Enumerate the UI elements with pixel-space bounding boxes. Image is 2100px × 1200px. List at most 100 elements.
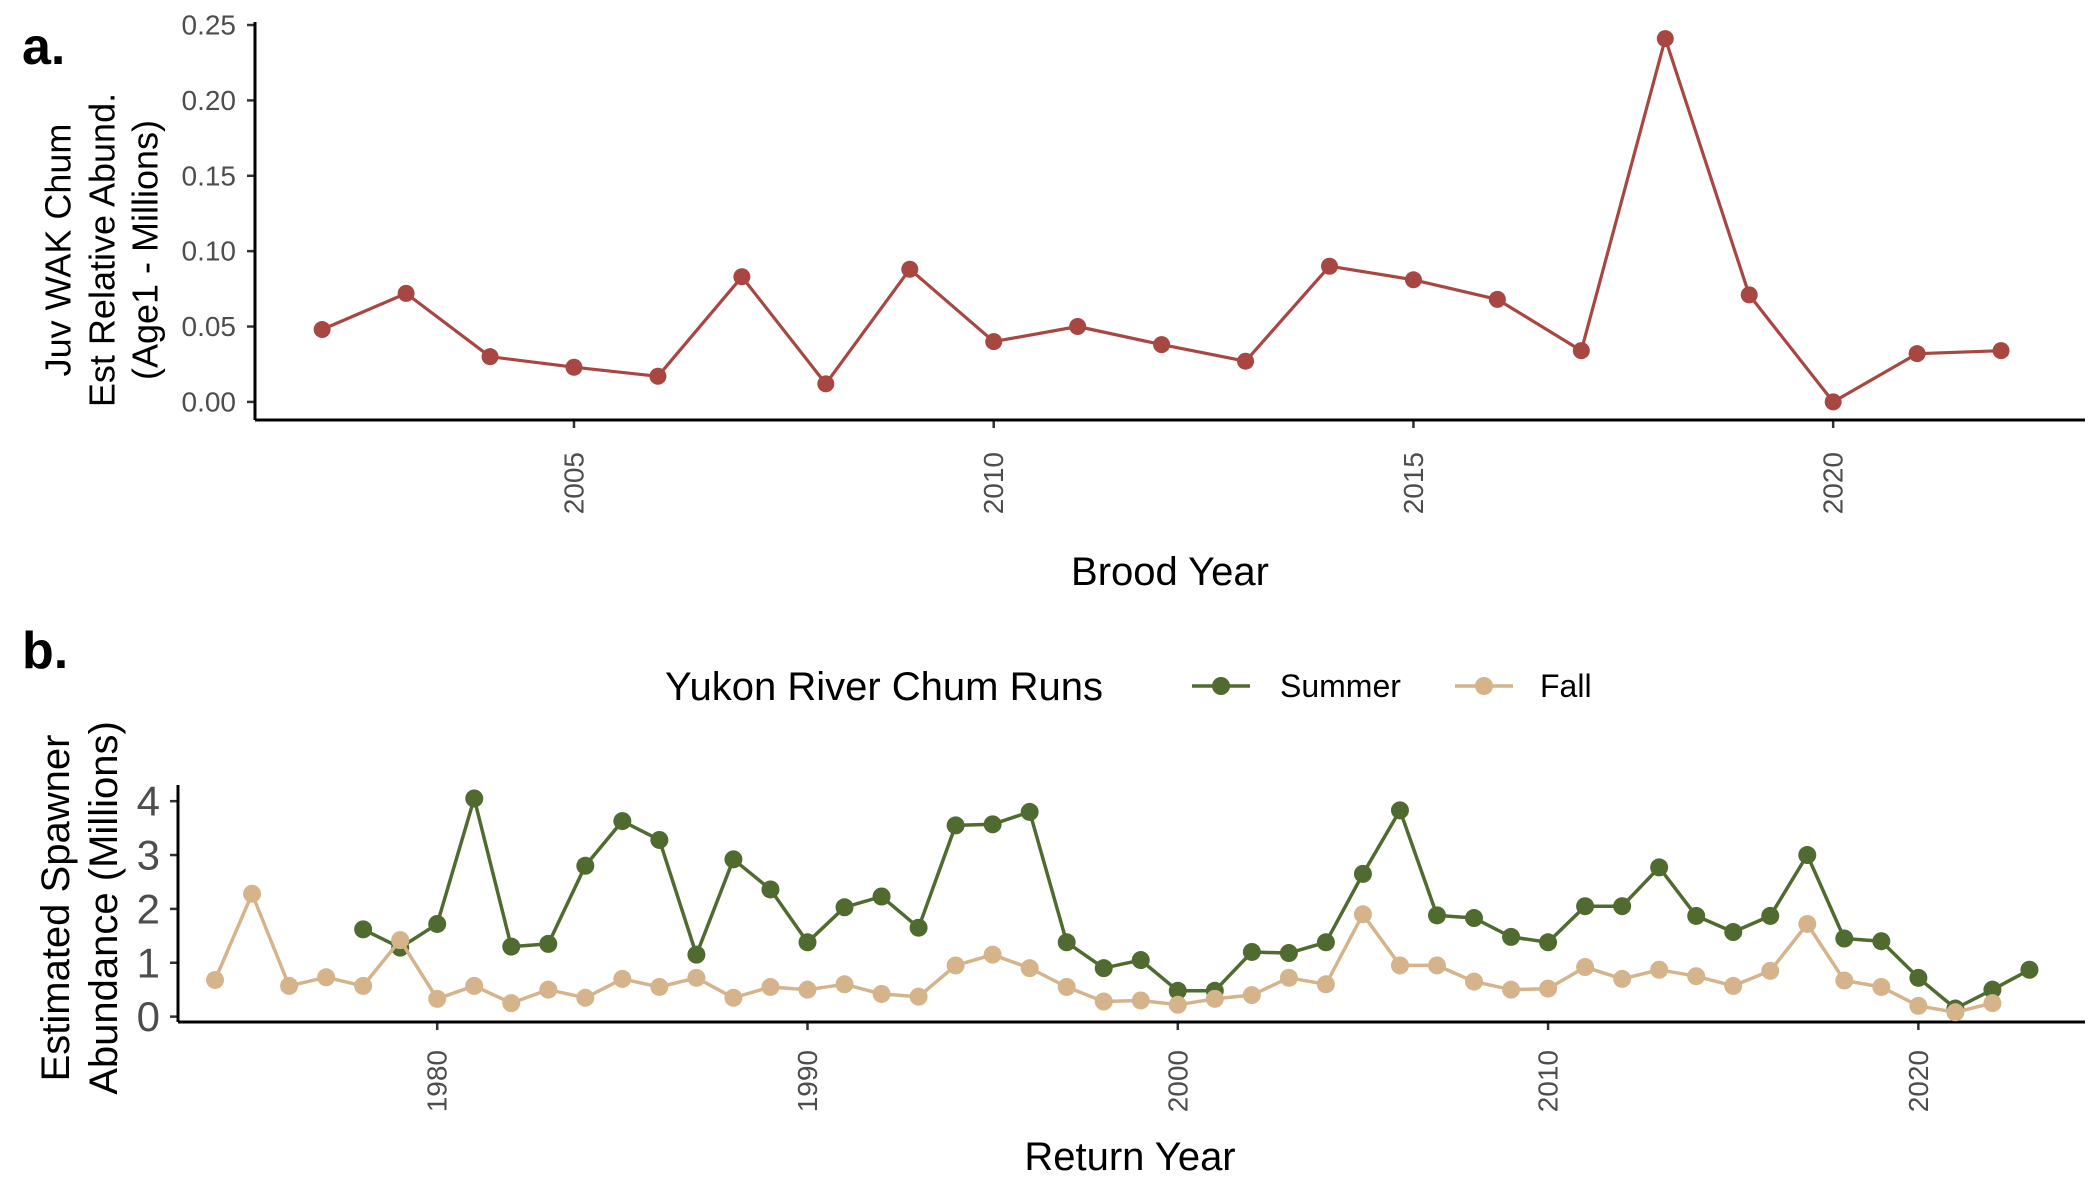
chart-b-point-summer <box>835 898 854 917</box>
chart-b-point-fall <box>391 931 410 950</box>
chart-b-point-fall <box>1057 977 1076 996</box>
chart-b-point-fall <box>1761 961 1780 980</box>
chart-b-point-summer <box>687 945 706 964</box>
legend-fall-swatch-point <box>1475 677 1493 695</box>
chart-a-y-tick-label: 0.10 <box>182 236 237 267</box>
chart-b-point-fall <box>613 969 632 988</box>
chart-b-point-summer <box>1057 933 1076 952</box>
chart-b-point-fall <box>1465 972 1484 991</box>
chart-a-x-tick-label: 2010 <box>978 452 1009 514</box>
chart-a-point-main <box>901 260 919 278</box>
chart-b-point-fall <box>1946 1003 1965 1022</box>
chart-b-point-summer <box>502 937 521 956</box>
chart-a-point-main <box>481 348 499 366</box>
legend-fall-label: Fall <box>1540 668 1592 704</box>
chart-a-point-main <box>1656 30 1674 48</box>
chart-b-point-summer <box>1798 846 1817 865</box>
chart-b-point-summer <box>1465 909 1484 928</box>
chart-b-y-axis-title: Estimated Spawner Abundance (Millions) <box>34 721 126 1095</box>
chart-b-point-fall <box>1279 968 1298 987</box>
chart-b-point-fall <box>354 976 373 995</box>
chart-b-legend: Yukon River Chum Runs Summer Fall <box>665 665 1592 709</box>
chart-b-point-fall <box>909 987 928 1006</box>
chart-b-point-fall <box>1835 971 1854 990</box>
chart-b-x-tick-label: 2000 <box>1162 1050 1193 1112</box>
chart-b-point-fall <box>761 977 780 996</box>
chart-b-point-summer <box>761 880 780 899</box>
chart-a-y-tick-label: 0.20 <box>182 85 237 116</box>
chart-a-x-axis-title: Brood Year <box>1071 550 1269 594</box>
chart-b-point-summer <box>946 816 965 835</box>
chart-b-y-tick-label: 0 <box>137 993 160 1040</box>
legend-summer-swatch-point <box>1212 677 1230 695</box>
chart-b-point-fall <box>798 980 817 999</box>
chart-b-point-summer <box>1427 906 1446 925</box>
legend-title: Yukon River Chum Runs <box>665 665 1103 709</box>
chart-b-point-summer <box>1687 906 1706 925</box>
chart-b-point-fall <box>650 977 669 996</box>
chart-a-point-main <box>313 321 331 339</box>
chart-a-point-main <box>1488 290 1506 308</box>
chart-b-point-fall <box>502 994 521 1013</box>
chart-b-point-summer <box>1872 932 1891 951</box>
chart-b-point-fall <box>1168 995 1187 1014</box>
chart-b-point-summer <box>1242 942 1261 961</box>
legend-item-summer: Summer <box>1192 668 1401 704</box>
chart-a-point-main <box>817 375 835 393</box>
chart-b-point-summer <box>539 934 558 953</box>
chart-a-point-main <box>565 358 583 376</box>
chart-b-point-fall <box>428 989 447 1008</box>
chart-a-point-main <box>1908 345 1926 363</box>
chart-b: Estimated Spawner Abundance (Millions) 0 1… <box>34 721 2085 1179</box>
chart-b-point-summer <box>1279 944 1298 963</box>
chart-b-point-summer <box>1909 968 1928 987</box>
chart-b-point-summer <box>428 914 447 933</box>
chart-b-point-summer <box>1094 959 1113 978</box>
chart-b-point-summer <box>576 856 595 875</box>
chart-b-point-fall <box>1613 969 1632 988</box>
chart-b-point-summer <box>1539 933 1558 952</box>
chart-b-x-tick-label: 1980 <box>422 1050 453 1112</box>
chart-a-y-ticks: 0.00 0.05 0.10 0.15 0.20 0.25 <box>182 10 255 417</box>
chart-b-series-line-summer <box>362 796 2031 1011</box>
chart-b-point-fall <box>687 968 706 987</box>
chart-b-point-fall <box>243 884 262 903</box>
chart-b-y-axis-title-line: Abundance (Millions) <box>82 721 126 1095</box>
chart-a-point-main <box>649 367 667 385</box>
chart-b-point-fall <box>1094 992 1113 1011</box>
chart-a-series <box>313 30 2010 411</box>
chart-b-x-tick-label: 2020 <box>1903 1050 1934 1112</box>
chart-a-y-tick-label: 0.00 <box>182 386 237 417</box>
chart-a-point-main <box>397 284 415 302</box>
chart-a-x-tick-label: 2005 <box>558 452 589 514</box>
chart-a-point-main <box>1320 257 1338 275</box>
chart-b-point-fall <box>317 968 336 987</box>
chart-b-point-fall <box>983 945 1002 964</box>
chart-b-point-summer <box>1390 801 1409 820</box>
chart-b-point-summer <box>909 918 928 937</box>
chart-a-point-main <box>1069 318 1087 336</box>
chart-a-y-axis-title-line: (Age1 - Millions) <box>125 120 166 380</box>
chart-b-point-fall <box>1205 989 1224 1008</box>
chart-b-point-fall <box>1687 967 1706 986</box>
chart-b-point-fall <box>1539 979 1558 998</box>
chart-b-point-summer <box>650 830 669 849</box>
chart-b-point-fall <box>206 970 225 989</box>
chart-b-y-tick-label: 4 <box>137 778 160 825</box>
chart-a-y-axis-title: Juv WAK Chum Est Relative Abund. (Age1 - M… <box>38 93 166 407</box>
chart-a-y-tick-label: 0.25 <box>182 10 237 41</box>
chart-b-point-fall <box>724 988 743 1007</box>
chart-b-point-fall <box>465 976 484 995</box>
chart-b-point-fall <box>1983 994 2002 1013</box>
chart-b-point-summer <box>354 920 373 939</box>
chart-b-point-fall <box>835 975 854 994</box>
chart-b-point-fall <box>1242 986 1261 1005</box>
chart-b-point-fall <box>1020 959 1039 978</box>
chart-a-y-axis-title-line: Est Relative Abund. <box>82 93 123 407</box>
chart-b-point-summer <box>1168 981 1187 1000</box>
chart-b-point-summer <box>872 887 891 906</box>
chart-b-y-ticks: 0 1 2 3 4 <box>137 778 178 1040</box>
chart-b-point-summer <box>983 815 1002 834</box>
chart-a-y-axis-title-line: Juv WAK Chum <box>38 124 79 377</box>
